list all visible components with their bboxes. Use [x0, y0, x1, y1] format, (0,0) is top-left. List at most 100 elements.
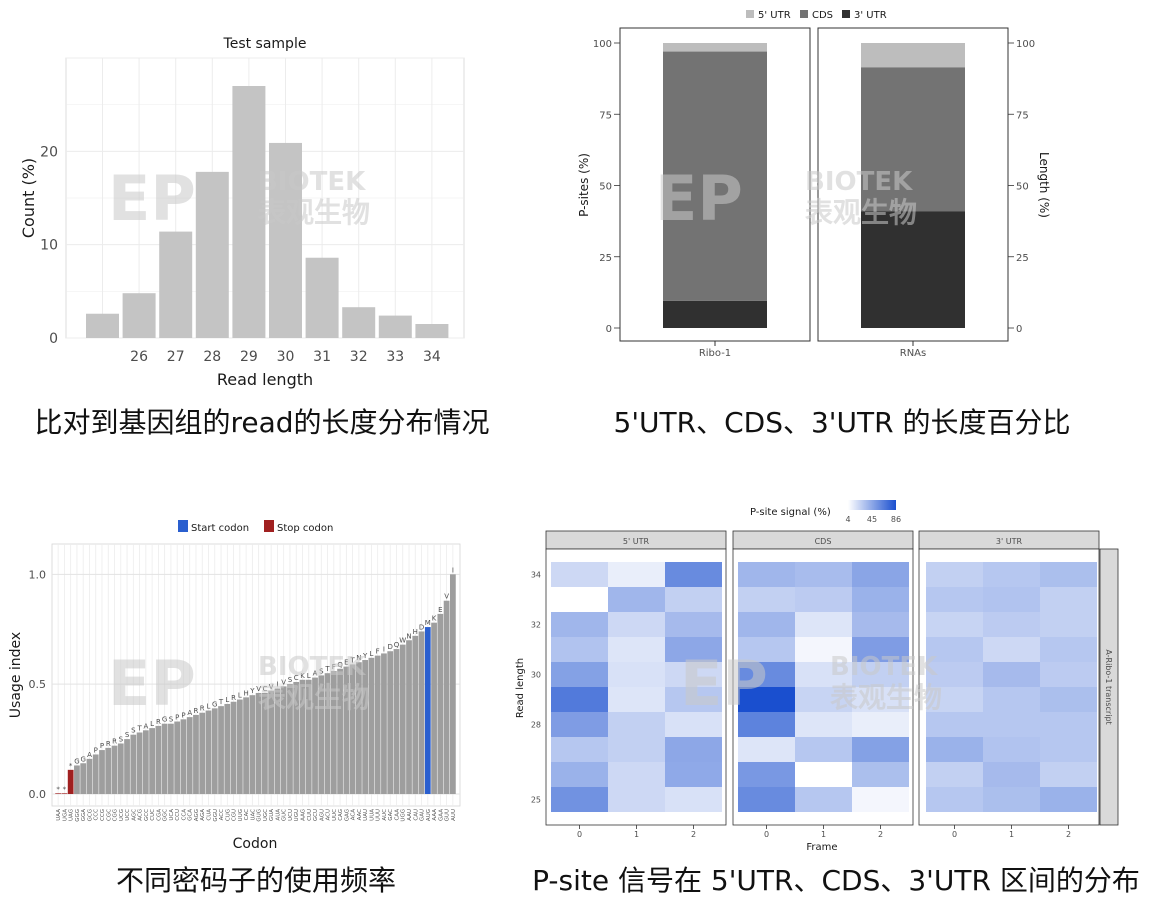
p3-bar: [243, 697, 249, 794]
legend-label-start: Start codon: [191, 523, 249, 534]
p3-xtick-label: AUU: [451, 809, 457, 821]
p3-xtick-label: CAG: [338, 809, 344, 821]
p3-bar: [418, 631, 425, 794]
p4-heat-cell: [738, 762, 795, 787]
p3-bar: [211, 708, 218, 794]
p4-heat-cell: [551, 687, 608, 712]
p3-bar: [92, 754, 99, 794]
p3-xtick-label: UGG: [401, 809, 407, 822]
p3-bar: [268, 690, 275, 794]
p3-bar: [368, 657, 375, 794]
p4-strip-right: [1099, 548, 1119, 826]
legend-swatch-cds: [800, 10, 808, 18]
p3-xtick-label: GCA: [188, 809, 194, 821]
p2-ytick-left: 25: [599, 253, 612, 264]
p3-bar: [318, 675, 325, 794]
p3-bar-label: V: [444, 593, 449, 601]
p3-xtick-label: CAU: [413, 809, 419, 821]
p4-xtick-label: 1: [634, 830, 639, 839]
p4-heat-cell: [1040, 737, 1097, 762]
p1-bar: [269, 142, 302, 338]
p3-xtick-label: GGA: [81, 809, 87, 822]
p3-bar-label: T: [136, 725, 142, 733]
p3-bar: [86, 758, 93, 794]
p3-bar-label: N: [406, 632, 411, 640]
p3-bar-label: W: [399, 637, 406, 645]
p3-bar-label: *: [63, 785, 67, 793]
p3-bar-label: M: [425, 619, 431, 627]
p3-bar-label: H: [243, 689, 248, 697]
p4-heat-cell: [1040, 562, 1097, 587]
p4-heat-cell: [1040, 612, 1097, 637]
p4-heat-cell: [852, 737, 909, 762]
p4-heat-cell: [926, 712, 983, 737]
watermark-cn: 表观生物: [830, 681, 942, 714]
p3-bar-label: G: [74, 757, 79, 765]
p1-xtick-label: 29: [240, 349, 258, 365]
p3-bar: [437, 613, 444, 794]
p3-bar: [274, 688, 281, 794]
p4-heat-cell: [983, 587, 1040, 612]
p3-bar-label: *: [69, 762, 73, 770]
p1-ytick-label: 10: [40, 238, 58, 254]
p3-bar: [424, 627, 431, 794]
p3-bar: [412, 635, 419, 794]
p3-xtick-label: UGU: [294, 809, 300, 821]
p4-heat-cell: [926, 662, 983, 687]
p3-bar-label: S: [288, 676, 293, 684]
p4-heat-cell: [1040, 637, 1097, 662]
p3-legend: Start codon Stop codon: [178, 520, 333, 534]
p3-xtick-label: GGG: [75, 809, 81, 822]
p3-bar: [205, 710, 212, 794]
p4-heat-cell: [926, 737, 983, 762]
p4-heat-cell: [983, 787, 1040, 812]
p3-bar-label: V: [256, 685, 261, 693]
p1-bar: [378, 315, 412, 338]
p4-heat-cell: [608, 762, 665, 787]
p3-bar: [312, 677, 318, 794]
p3-bar: [443, 600, 450, 794]
p3-bar-label: L: [238, 692, 242, 700]
p3-ytick-label: 0.5: [29, 678, 47, 691]
p3-xtick-label: UGA: [62, 809, 68, 821]
p4-heat-cell: [665, 562, 722, 587]
p4-heat-cell: [852, 662, 909, 687]
p4-heat-cell: [1040, 712, 1097, 737]
p3-bar-label: T: [218, 698, 224, 706]
p3-bar: [186, 717, 193, 794]
p3-bar: [99, 750, 105, 794]
p2-bar-segment: [861, 211, 965, 328]
p2-bar-segment: [663, 51, 767, 301]
p3-bar-label: *: [56, 785, 60, 793]
p1-xtick-label: 28: [203, 349, 221, 365]
p3-bar-label: T: [324, 665, 330, 673]
p4-xtick-label: 1: [821, 830, 826, 839]
p3-bar: [262, 692, 268, 794]
p4-strip-right-label: A-Ribo-1 transcript: [1104, 649, 1113, 724]
region-percentage-chart: 5' UTR CDS 3' UTR 0 0 25 25 50 50 75 75 100 100 R…: [577, 10, 1051, 359]
p2-facet-label-rnas: RNAs: [900, 348, 926, 359]
p3-xtick-label: AUG: [426, 809, 432, 821]
p2-bar-segment: [663, 300, 767, 328]
p3-xtick-label: UAA: [56, 809, 62, 821]
p1-xtick-label: 33: [386, 349, 404, 365]
legend-label-cds: CDS: [812, 10, 833, 21]
p2-ytick-right: 100: [1016, 39, 1035, 50]
p3-xtick-label: CUG: [225, 809, 231, 821]
p3-xtick-label: UGC: [263, 809, 269, 821]
watermark-brand: BIOTEK: [805, 167, 913, 197]
heat-legend-colorbar: [848, 500, 896, 510]
p3-bar: [124, 739, 130, 794]
p3-xtick-label: ACG: [138, 809, 144, 821]
p4-heat-cell: [852, 562, 909, 587]
p3-bar-label: I: [383, 645, 385, 653]
p3-xtick-label: UAU: [363, 809, 369, 821]
p4-heat-cell: [926, 762, 983, 787]
p4-heat-cell: [795, 562, 852, 587]
p3-bar-label: S: [131, 727, 136, 735]
watermark-logo: EP: [680, 647, 768, 720]
p4-heat-cell: [926, 637, 983, 662]
p1-bar: [195, 171, 229, 338]
p3-bar-label: D: [419, 623, 424, 631]
p2-ylabel-left: P-sites (%): [577, 153, 591, 217]
